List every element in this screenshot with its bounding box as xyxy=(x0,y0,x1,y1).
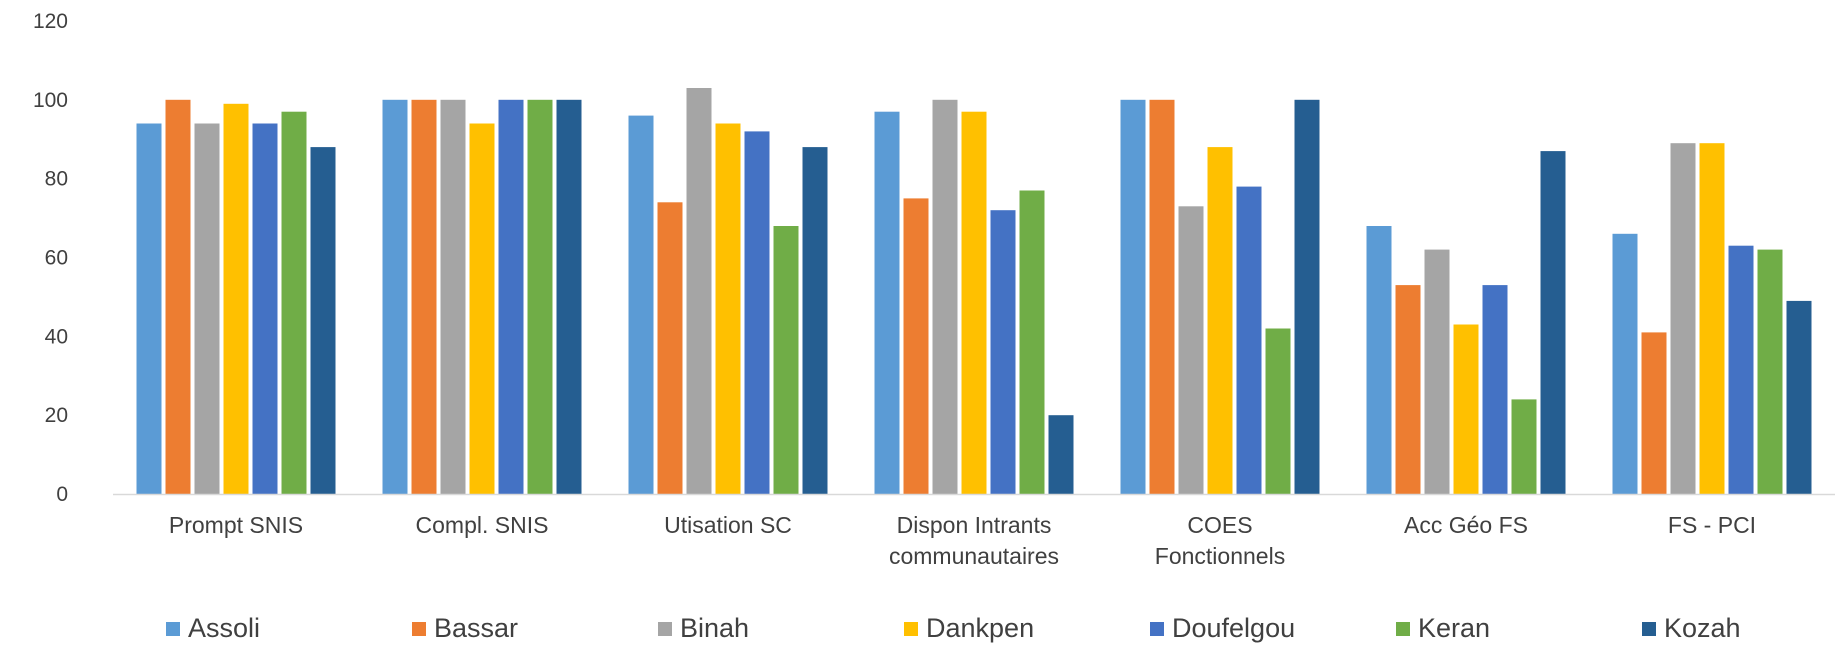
bar xyxy=(1757,249,1783,494)
bar xyxy=(1453,324,1479,494)
bar xyxy=(252,123,278,494)
bar xyxy=(411,99,437,495)
legend-label: Binah xyxy=(680,613,749,643)
bar xyxy=(1294,99,1320,495)
bar xyxy=(310,147,336,494)
bar xyxy=(802,147,828,494)
bar xyxy=(1511,399,1537,494)
legend-swatch xyxy=(1396,622,1410,636)
bar xyxy=(1612,233,1638,495)
bar xyxy=(194,123,220,494)
bar xyxy=(1424,249,1450,494)
y-tick-label: 100 xyxy=(33,89,68,112)
legend-item: Binah xyxy=(658,613,749,643)
bar xyxy=(136,123,162,494)
legend-swatch xyxy=(166,622,180,636)
legend-swatch xyxy=(412,622,426,636)
bar xyxy=(1265,328,1291,494)
legend-item: Dankpen xyxy=(904,613,1034,643)
x-tick-label: Prompt SNIS xyxy=(169,512,303,538)
legend-swatch xyxy=(904,622,918,636)
legend-swatch xyxy=(1150,622,1164,636)
bar xyxy=(961,111,987,494)
x-tick-label: COES Fonctionnels xyxy=(1155,512,1285,569)
legend-label: Bassar xyxy=(434,613,518,643)
bar xyxy=(874,111,900,494)
bar xyxy=(281,111,307,494)
bar xyxy=(903,198,929,494)
y-axis: 0 20 40 60 80 100 120 xyxy=(33,10,68,506)
legend-label: Assoli xyxy=(188,613,260,643)
bar xyxy=(1482,285,1508,494)
bar xyxy=(628,115,654,494)
bar xyxy=(469,123,495,494)
legend-item: Keran xyxy=(1396,613,1490,643)
legend-swatch xyxy=(1642,622,1656,636)
x-tick-label: Dispon Intrants communautaires xyxy=(889,512,1059,569)
x-tick-label: Acc Géo FS xyxy=(1404,512,1528,538)
bar xyxy=(382,99,408,495)
x-axis-labels: Prompt SNIS Compl. SNIS Utisation SC Dispon… xyxy=(169,512,1756,569)
bar xyxy=(527,99,553,495)
bar xyxy=(1207,147,1233,494)
bar xyxy=(1236,186,1262,494)
y-tick-label: 120 xyxy=(33,10,68,33)
bar xyxy=(1395,285,1421,494)
legend-label: Kozah xyxy=(1664,613,1741,643)
x-tick-label: FS - PCI xyxy=(1668,512,1756,538)
y-tick-label: 80 xyxy=(45,168,68,191)
bar xyxy=(932,99,958,495)
bar xyxy=(1540,151,1566,494)
bar xyxy=(1366,226,1392,494)
bar xyxy=(744,131,770,494)
bar xyxy=(498,99,524,495)
bar xyxy=(686,88,712,494)
bar xyxy=(1149,99,1175,495)
bar xyxy=(990,210,1016,494)
legend-label: Doufelgou xyxy=(1172,613,1295,643)
bar xyxy=(1786,300,1812,494)
bar xyxy=(165,99,191,495)
y-tick-label: 40 xyxy=(45,325,68,348)
y-tick-label: 60 xyxy=(45,247,68,270)
legend-item: Kozah xyxy=(1642,613,1741,643)
legend: Assoli Bassar Binah Dankpen Doufelgou Keran Ko… xyxy=(166,613,1741,643)
x-tick-label: Compl. SNIS xyxy=(416,512,549,538)
bar xyxy=(1019,190,1045,494)
legend-label: Dankpen xyxy=(926,613,1034,643)
bar xyxy=(556,99,582,495)
bar xyxy=(715,123,741,494)
bar xyxy=(440,99,466,495)
legend-item: Doufelgou xyxy=(1150,613,1295,643)
bar xyxy=(1120,99,1146,495)
legend-label: Keran xyxy=(1418,613,1490,643)
legend-item: Bassar xyxy=(412,613,518,643)
legend-item: Assoli xyxy=(166,613,260,643)
bar xyxy=(1670,143,1696,494)
bar xyxy=(1048,415,1074,494)
legend-swatch xyxy=(658,622,672,636)
bar xyxy=(1728,245,1754,494)
bar xyxy=(773,226,799,494)
x-tick-label: Utisation SC xyxy=(664,512,792,538)
y-tick-label: 20 xyxy=(45,404,68,427)
bar xyxy=(657,202,683,495)
bar xyxy=(1178,206,1204,495)
y-tick-label: 0 xyxy=(56,483,68,506)
bar xyxy=(1699,143,1725,494)
bar xyxy=(1641,332,1667,494)
bar xyxy=(223,103,249,495)
bars-group xyxy=(136,88,1812,495)
